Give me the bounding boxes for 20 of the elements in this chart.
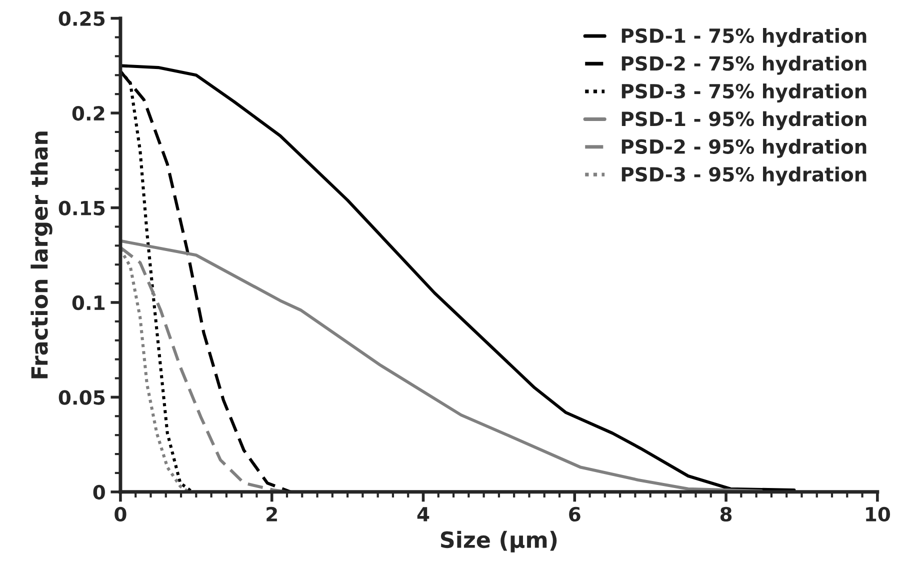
legend-label: PSD-2 - 95% hydration	[622, 138, 866, 158]
x-tick-label: 8	[720, 506, 732, 522]
legend-label: PSD-3 - 95% hydration	[622, 166, 866, 186]
x-tick-label: 10	[866, 506, 890, 522]
y-tick-label: 0.25	[58, 11, 105, 26]
legend-label: PSD-2 - 75% hydration	[622, 56, 866, 75]
x-axis-title: Size (µm)	[440, 530, 557, 552]
x-tick-label: 0	[114, 506, 126, 522]
y-axis-title: Fraction larger than	[30, 132, 52, 378]
y-tick-label: 0.15	[58, 200, 105, 216]
y-tick-label: 0	[93, 484, 105, 500]
legend-label: PSD-1 - 95% hydration	[622, 111, 866, 130]
legend-label: PSD-1 - 75% hydration	[622, 28, 866, 47]
x-tick-label: 6	[569, 506, 580, 522]
x-tick-label: 4	[417, 507, 430, 522]
x-tick-label: 2	[266, 506, 277, 522]
legend-label: PSD-3 - 75% hydration	[622, 83, 866, 102]
y-tick-label: 0.05	[58, 390, 105, 405]
y-tick-label: 0.1	[72, 295, 105, 310]
y-tick-label: 0.2	[72, 106, 104, 121]
